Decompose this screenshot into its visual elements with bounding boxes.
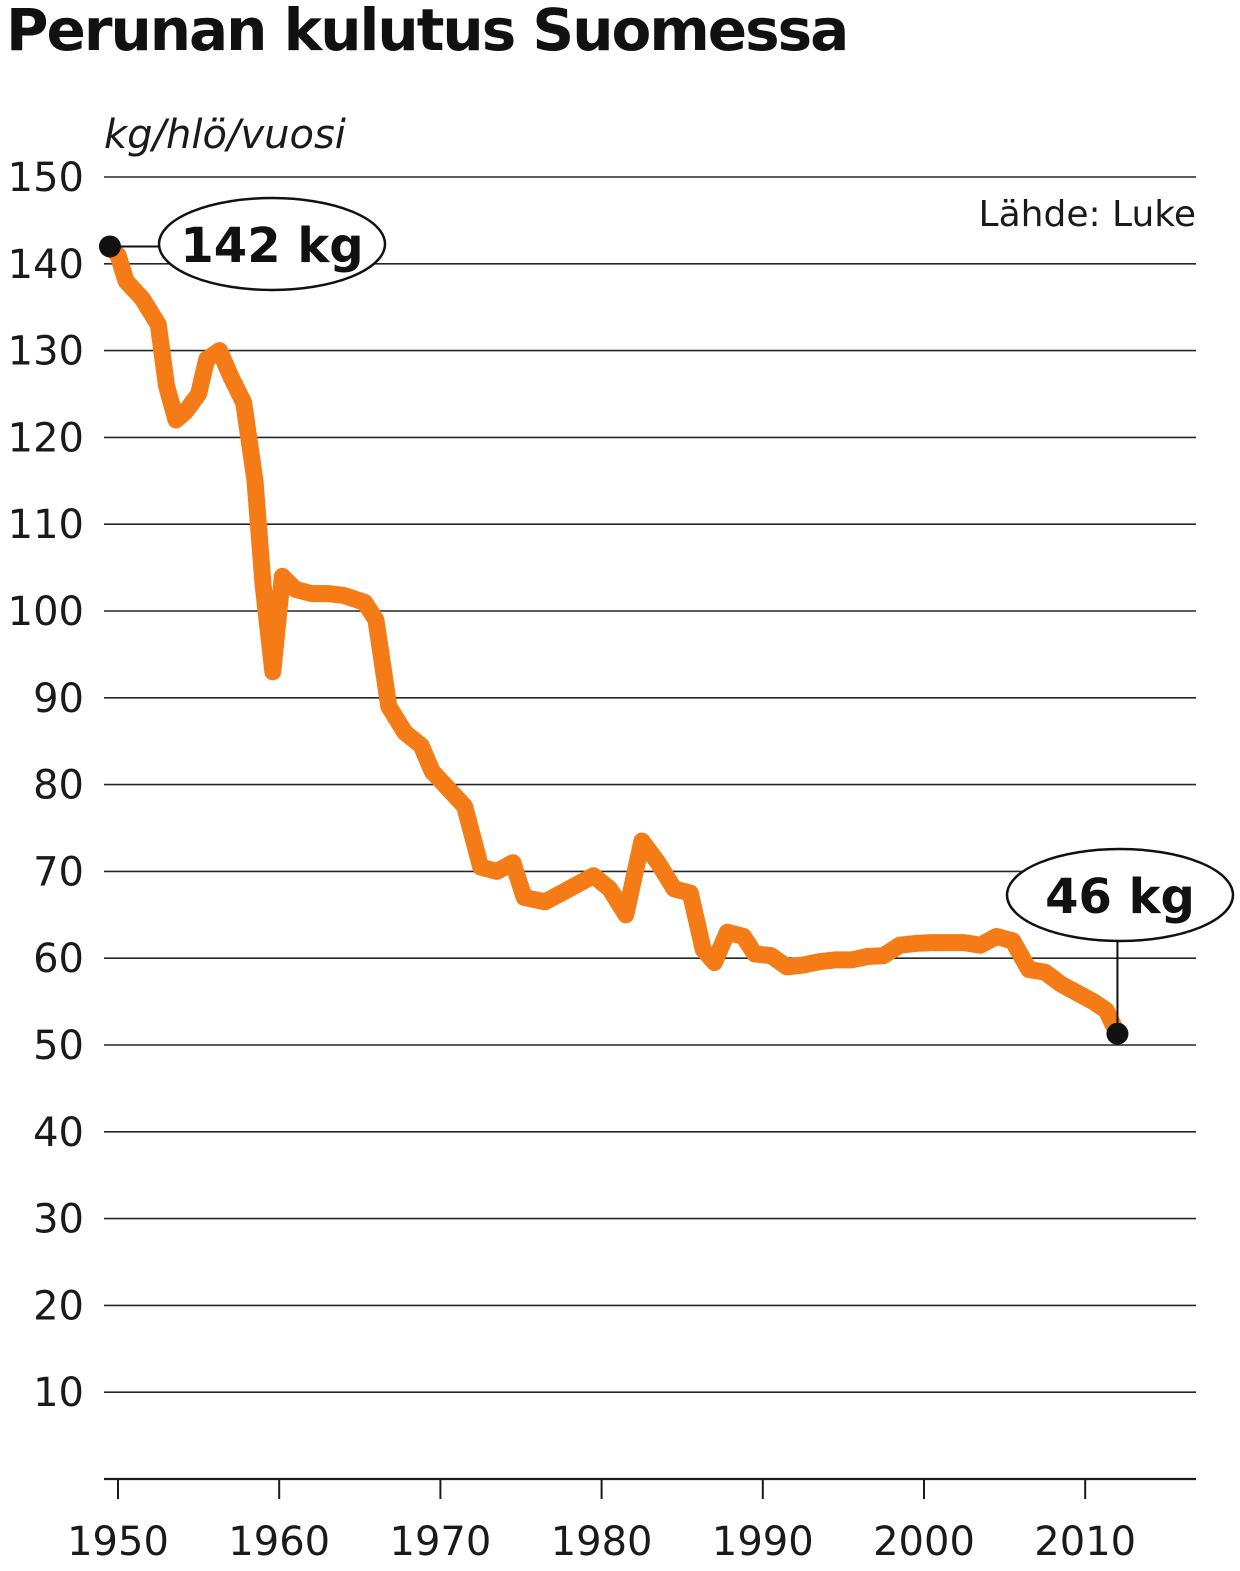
series-line (101, 237, 1126, 1043)
data-point-marker (98, 235, 121, 258)
chart-title: Perunan kulutus Suomessa (6, 0, 849, 64)
y-tick-label: 50 (33, 1023, 84, 1069)
y-tick-label: 110 (8, 502, 84, 548)
y-tick-label: 130 (8, 329, 84, 375)
x-tick-label: 1990 (712, 1519, 814, 1565)
y-tick-label: 90 (33, 676, 84, 722)
series-layer (101, 237, 1126, 1043)
x-tick-label: 1960 (228, 1519, 330, 1565)
y-tick-label: 20 (33, 1283, 84, 1329)
y-tick-label: 140 (8, 242, 84, 288)
y-tick-label: 120 (8, 415, 84, 461)
gridlines (104, 176, 1196, 1393)
x-axis: 1950 1960 1970 1980 1990 2000 2010 (67, 1477, 1196, 1565)
y-axis-tick-labels: 10 20 30 40 50 60 70 80 90 100 110 120 130 140 150 (8, 155, 84, 1416)
callout-label-start: 142 kg (180, 218, 363, 274)
data-point-marker (1106, 1022, 1129, 1045)
x-tick-label: 2010 (1034, 1519, 1136, 1565)
callout-bubble (1005, 847, 1235, 943)
y-tick-label: 40 (33, 1110, 84, 1156)
x-tick-label: 1950 (67, 1519, 169, 1565)
y-tick-label: 100 (8, 589, 84, 635)
callout-bubble (157, 196, 387, 292)
y-tick-label: 60 (33, 936, 84, 982)
y-tick-label: 30 (33, 1197, 84, 1243)
callout-label-end: 46 kg (1045, 869, 1195, 925)
y-tick-label: 150 (8, 155, 84, 201)
source-label: Lähde: Luke (979, 194, 1196, 235)
y-tick-label: 70 (33, 849, 84, 895)
x-tick-label: 1970 (390, 1519, 492, 1565)
y-axis-unit-label: kg/hlö/vuosi (104, 112, 346, 158)
x-tick-label: 1980 (551, 1519, 653, 1565)
x-tick-label: 2000 (873, 1519, 975, 1565)
y-tick-label: 10 (33, 1370, 84, 1416)
annotations: 142 kg 46 kg (98, 196, 1235, 1045)
y-tick-label: 80 (33, 763, 84, 809)
